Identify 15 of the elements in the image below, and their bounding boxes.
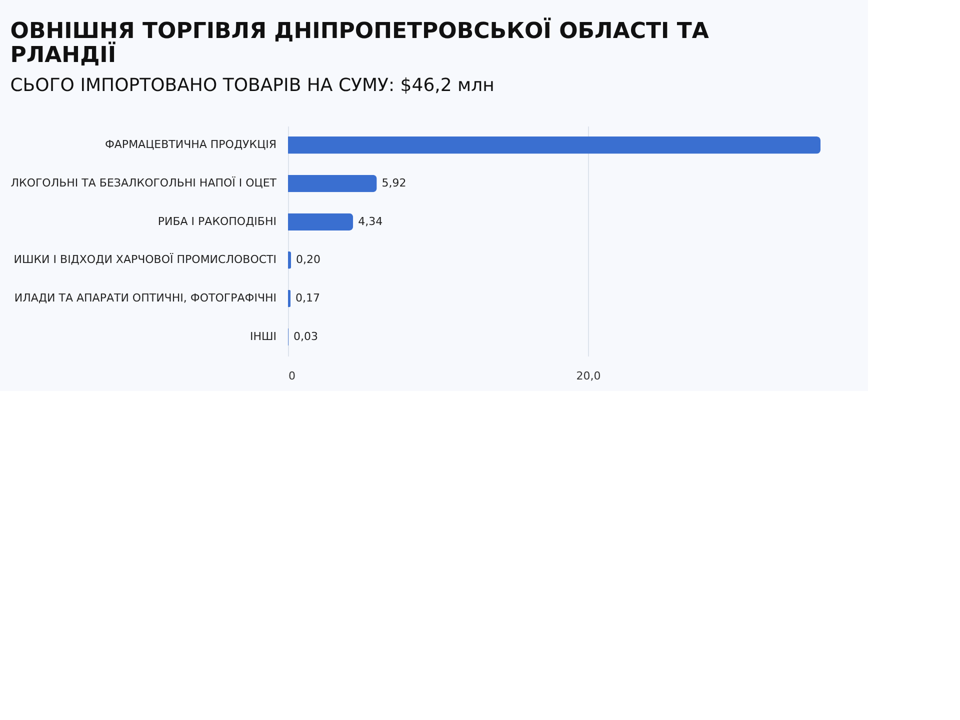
data-label: 0,20	[296, 253, 320, 266]
data-label: 0,17	[296, 292, 320, 304]
data-label: 0,03	[293, 330, 318, 343]
data-label: 4,34	[358, 214, 383, 228]
x-tick-label: 20,0	[576, 370, 601, 382]
chart-title: ОВНІШНЯ ТОРГІВЛЯ ДНІПРОПЕТРОВСЬКОЇ ОБЛАСТІ ТА РЛАНДІЇ	[10, 17, 709, 68]
y-tick-label: ІНШІ	[250, 330, 276, 343]
y-tick-label: ЛКОГОЛЬНІ ТА БЕЗАЛКОГОЛЬНІ НАПОЇ І ОЦЕТ	[10, 176, 277, 190]
y-tick-label: РИБА І РАКОПОДІБНІ	[158, 214, 276, 228]
y-tick-label: ФАРМАЦЕВТИЧНА ПРОДУКЦІЯ	[104, 138, 276, 152]
chart-subtitle: СЬОГО ІМПОРТОВАНО ТОВАРІВ НА СУМУ: $46,2 млн	[10, 75, 494, 96]
y-tick-label: ИШКИ І ВІДХОДИ ХАРЧОВОЇ ПРОМИСЛОВОСТІ	[14, 252, 276, 266]
data-label: 5,92	[382, 176, 406, 190]
x-tick-label: 0	[288, 370, 296, 382]
y-tick-label: ИЛАДИ ТА АПАРАТИ ОПТИЧНІ, ФОТОГРАФІЧНІ	[14, 292, 276, 304]
